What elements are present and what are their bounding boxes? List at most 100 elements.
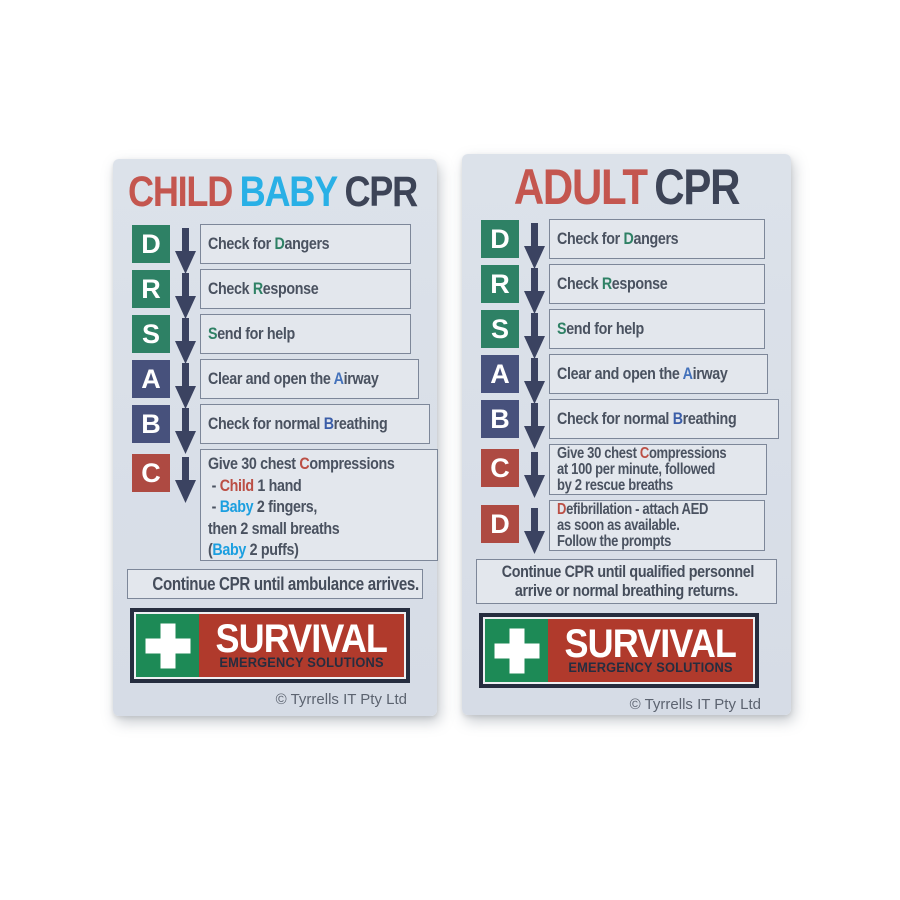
title-word: CPR (654, 159, 740, 215)
instruction-text-segment: 2 fingers, (253, 497, 318, 516)
down-arrow (519, 399, 549, 449)
steps-list: D Check for Dangers R Check Response S Send f… (132, 224, 439, 561)
continue-note-box: Continue CPR until qualified personnel ar… (476, 559, 777, 604)
instruction-text-segment: Give 30 chest (557, 444, 640, 462)
down-arrow-icon (523, 223, 545, 269)
instruction-text-segment: A (333, 369, 344, 388)
down-arrow (170, 314, 200, 364)
down-arrow (519, 444, 549, 498)
first-aid-cross-icon (485, 619, 548, 682)
down-arrow (519, 354, 549, 404)
instruction-line: Check Response (208, 279, 372, 299)
instruction-text-segment: ( (208, 540, 213, 559)
down-arrow-icon (174, 363, 196, 409)
step-instruction-box: Give 30 chest Compressions - Child 1 han… (200, 449, 439, 561)
survival-logo-text-panel: SURVIVAL EMERGENCY SOLUTIONS (548, 619, 753, 682)
instruction-text-segment: D (274, 234, 285, 253)
instruction-line: Check for normal Breathing (557, 409, 737, 429)
survival-wordmark: SURVIVAL (215, 617, 388, 661)
copyright-text: © Tyrrells IT Pty Ltd (629, 696, 761, 713)
step-row: S Send for help (132, 314, 411, 364)
down-arrow-icon (174, 318, 196, 364)
step-letter-R-badge: R (481, 265, 519, 303)
step-instruction-box: Clear and open the Airway (549, 354, 768, 394)
instruction-line: Give 30 chest Compressions (557, 444, 727, 462)
instruction-text-segment: irway (343, 369, 379, 388)
step-letter-D-badge: D (481, 220, 519, 258)
instruction-line: - Baby 2 fingers, (208, 496, 395, 518)
first-aid-cross-icon (136, 614, 199, 677)
instruction-line: Give 30 chest Compressions (208, 453, 395, 475)
instruction-text-segment: end for help (217, 324, 295, 343)
instruction-text-segment: R (252, 279, 263, 298)
instruction-text-segment: ompressions (648, 444, 727, 462)
down-arrow (519, 264, 549, 314)
step-row: B Check for normal Breathing (481, 399, 779, 449)
instruction-text-segment: Clear and open the (557, 364, 683, 383)
down-arrow-icon (523, 452, 545, 498)
continue-note-line: Continue CPR until ambulance arrives. (152, 574, 419, 594)
instruction-text-segment: Check (557, 274, 602, 293)
step-letter-R-badge: R (132, 270, 170, 308)
down-arrow (170, 449, 200, 503)
instruction-line: Defibrillation - attach AED (557, 500, 725, 518)
instruction-text-segment: Check (208, 279, 253, 298)
continue-note-line: arrive or normal breathing returns. (514, 580, 739, 600)
step-row: D Defibrillation - attach AED as soon as a… (481, 500, 765, 554)
step-row: C Give 30 chest Compressions - Child 1 ha… (132, 449, 439, 561)
instruction-line: Check for normal Breathing (208, 414, 388, 434)
survival-tagline: EMERGENCY SOLUTIONS (568, 660, 733, 675)
step-row: A Clear and open the Airway (132, 359, 419, 409)
down-arrow (170, 359, 200, 409)
step-letter-C-badge: C (132, 454, 170, 492)
instruction-text-segment: 1 hand (253, 475, 302, 495)
instruction-text-segment: Follow the prompts (557, 532, 672, 550)
down-arrow-icon (174, 408, 196, 454)
step-instruction-box: Check for normal Breathing (200, 404, 430, 444)
instruction-text-segment: Clear and open the (208, 369, 334, 388)
step-instruction-box: Send for help (549, 309, 765, 349)
step-instruction-box: Check Response (200, 269, 411, 309)
down-arrow-icon (523, 268, 545, 314)
instruction-line: Clear and open the Airway (557, 364, 728, 384)
instruction-text-segment: efibrillation - attach AED (566, 500, 709, 518)
instruction-text-segment: D (557, 500, 567, 518)
cross-bar-horizontal (494, 643, 539, 658)
instruction-text-segment: at 100 per minute, followed (557, 460, 716, 478)
instruction-text-segment: C (639, 444, 649, 462)
down-arrow (170, 224, 200, 274)
title-word: CPR (344, 168, 418, 216)
step-letter-B-badge: B (481, 400, 519, 438)
instruction-text-segment: A (682, 364, 693, 383)
down-arrow-icon (174, 457, 196, 503)
step-row: D Check for Dangers (481, 219, 765, 269)
instruction-text-segment: irway (692, 364, 728, 383)
step-row: C Give 30 chest Compressions at 100 per mi… (481, 444, 767, 498)
down-arrow-icon (523, 403, 545, 449)
down-arrow-icon (174, 273, 196, 319)
instruction-text-segment: reathing (333, 414, 388, 433)
cross-bar-horizontal (145, 638, 190, 653)
step-letter-A-badge: A (132, 360, 170, 398)
instruction-line: Check for Dangers (557, 229, 725, 249)
instruction-text-segment: Check for (208, 234, 275, 253)
step-letter-D-badge: D (132, 225, 170, 263)
down-arrow (170, 404, 200, 454)
instruction-text-segment: by 2 rescue breaths (557, 476, 673, 494)
instruction-text-segment: angers (633, 229, 679, 248)
survival-logo-frame: SURVIVAL EMERGENCY SOLUTIONS (134, 612, 406, 679)
step-letter-D-badge: D (481, 505, 519, 543)
step-instruction-box: Defibrillation - attach AED as soon as av… (549, 500, 765, 551)
survival-wordmark: SURVIVAL (564, 622, 737, 666)
step-row: A Clear and open the Airway (481, 354, 768, 404)
instruction-text-segment: esponse (611, 274, 668, 293)
instruction-line: then 2 small breaths (208, 518, 395, 540)
step-instruction-box: Check Response (549, 264, 765, 304)
instruction-line: Send for help (557, 319, 725, 339)
survival-tagline: EMERGENCY SOLUTIONS (219, 655, 384, 670)
step-instruction-box: Check for normal Breathing (549, 399, 779, 439)
instruction-text-segment: esponse (262, 279, 319, 298)
step-letter-S-badge: S (481, 310, 519, 348)
instruction-text-segment: Check for (557, 229, 624, 248)
continue-note-box: Continue CPR until ambulance arrives. (127, 569, 423, 599)
